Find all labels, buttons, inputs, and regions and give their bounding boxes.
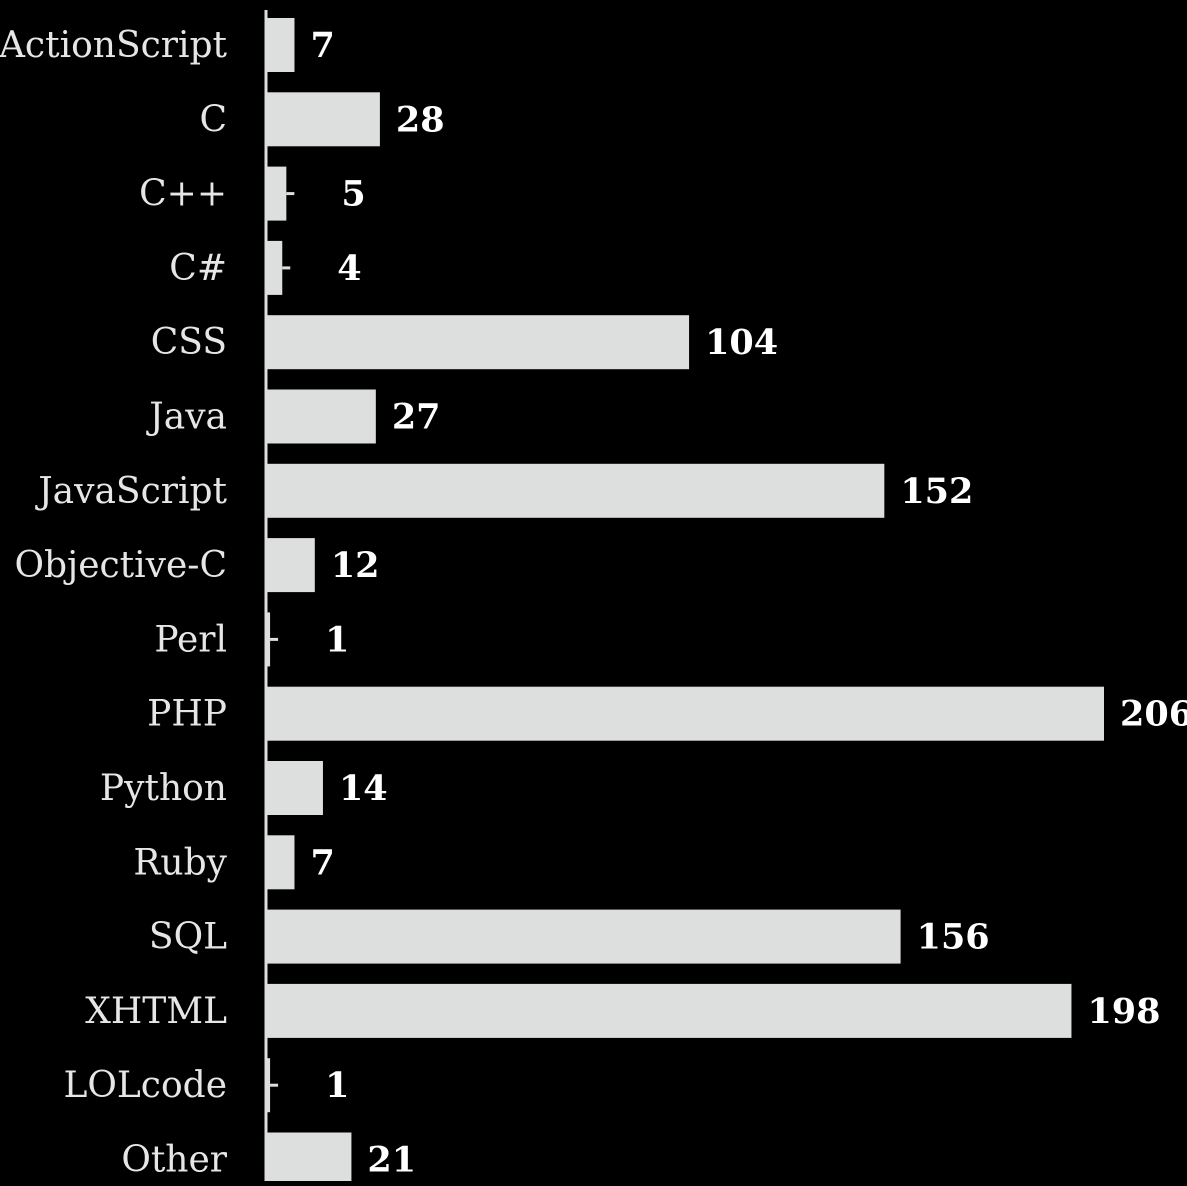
bar-lolcode	[266, 1058, 271, 1113]
category-label-objective-c: Objective-C	[14, 545, 227, 586]
category-label-css: CSS	[151, 322, 227, 363]
category-label-java: Java	[145, 397, 227, 438]
category-label-php: PHP	[147, 694, 227, 735]
bar-java	[266, 389, 376, 444]
bar-c	[266, 92, 380, 147]
value-label-c: 28	[396, 99, 445, 140]
value-label-sql: 156	[917, 917, 990, 958]
bar-php	[266, 686, 1104, 741]
category-label-actionscript: ActionScript	[0, 25, 228, 66]
bars-group	[266, 18, 1104, 1186]
bar-other	[266, 1132, 352, 1186]
category-label-lolcode: LOLcode	[63, 1065, 227, 1106]
value-label-perl: 1	[325, 619, 349, 660]
category-label-ruby: Ruby	[133, 842, 227, 883]
value-label-xhtml: 198	[1087, 991, 1160, 1032]
bar-csharp	[266, 240, 283, 295]
category-label-sql: SQL	[149, 917, 227, 958]
bar-xhtml	[266, 983, 1072, 1038]
bar-css	[266, 315, 690, 370]
value-label-javascript: 152	[900, 471, 973, 512]
value-label-cplusplus: 5	[341, 174, 365, 215]
value-label-php: 206	[1120, 694, 1187, 735]
category-label-cplusplus: C++	[139, 174, 227, 215]
value-label-java: 27	[392, 397, 441, 438]
category-labels-group: ActionScript C C++ C# CSS Java JavaScript Objec…	[0, 25, 228, 1181]
category-label-perl: Perl	[154, 619, 227, 660]
category-label-csharp: C#	[169, 248, 227, 289]
value-label-python: 14	[339, 768, 388, 809]
value-label-lolcode: 1	[325, 1065, 349, 1106]
value-label-actionscript: 7	[310, 25, 334, 66]
bar-javascript	[266, 463, 885, 518]
category-label-c: C	[199, 99, 227, 140]
value-label-objective-c: 12	[331, 545, 380, 586]
value-label-csharp: 4	[337, 248, 361, 289]
bar-perl	[266, 612, 271, 667]
category-label-xhtml: XHTML	[85, 991, 227, 1032]
category-label-javascript: JavaScript	[34, 471, 227, 512]
category-label-python: Python	[100, 768, 227, 809]
bar-python	[266, 761, 323, 815]
bar-cplusplus	[266, 166, 287, 221]
value-label-ruby: 7	[310, 842, 334, 883]
category-label-other: Other	[121, 1140, 227, 1181]
bar-objective-c	[266, 538, 315, 593]
bar-sql	[266, 909, 901, 964]
value-label-other: 21	[367, 1140, 416, 1181]
value-label-css: 104	[705, 322, 778, 363]
bar-actionscript	[266, 18, 295, 72]
bar-ruby	[266, 835, 295, 890]
